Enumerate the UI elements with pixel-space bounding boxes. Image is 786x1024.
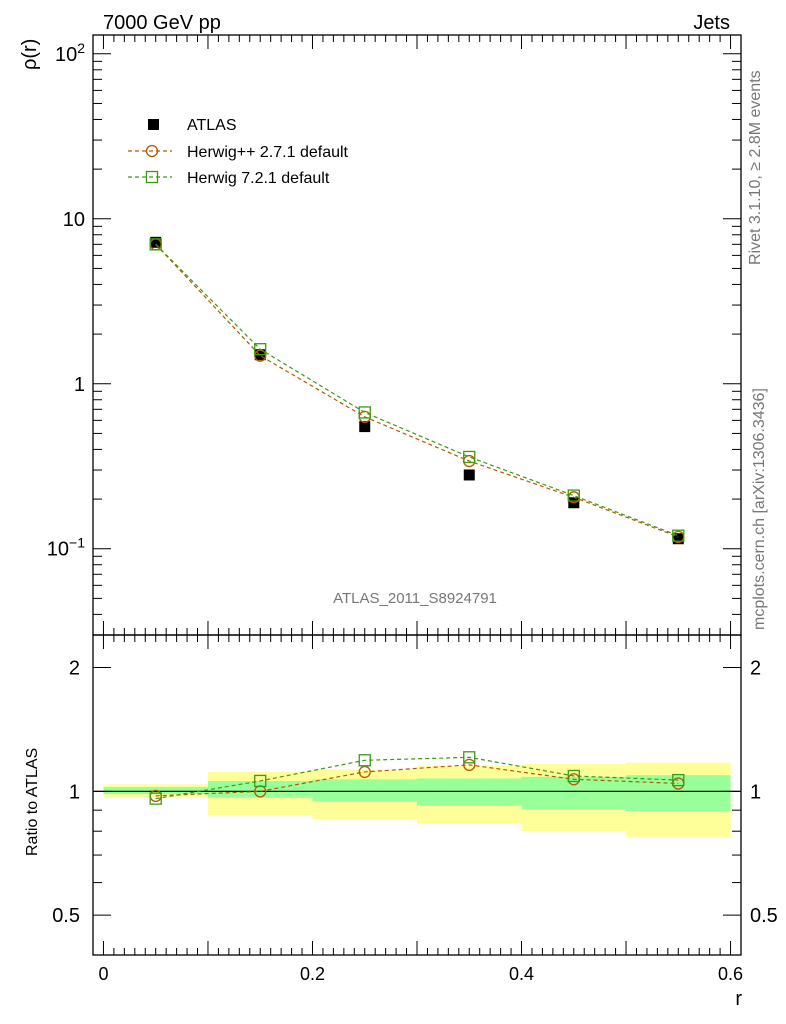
- ratio-y-axis-label: Ratio to ATLAS: [24, 748, 41, 856]
- observable-title: Jets: [693, 12, 730, 34]
- axes: 0 0.2 0.4 0.6 102 10 1 10−1 2 2 1 1 0.5 0.5: [47, 34, 778, 984]
- band-inner-bin: [312, 779, 417, 802]
- ratio-point-herwig7: [463, 751, 476, 764]
- ratio-point-herwigpp: [463, 758, 476, 771]
- main-point-herwig7: [149, 238, 162, 251]
- main-point-atlas: [359, 421, 371, 433]
- analysis-watermark: ATLAS_2011_S8924791: [333, 590, 497, 607]
- main-y-tick-label: 10−1: [47, 535, 85, 561]
- band-inner-bin: [626, 775, 731, 812]
- legend-label-herwig7: Herwig 7.2.1 default: [187, 170, 330, 187]
- main-point-herwig7: [254, 343, 267, 356]
- band-inner-bin: [521, 776, 627, 810]
- main-y-axis-label: ρ(r): [19, 39, 41, 70]
- main-y-tick-label: 1: [74, 374, 85, 396]
- ratio-y-tick-label: 0.5: [52, 905, 80, 927]
- ratio-y-tick-label-right: 2: [750, 658, 761, 680]
- ratio-y-tick-label-right: 1: [750, 781, 761, 803]
- main-point-herwig7: [358, 406, 371, 419]
- x-tick-label: 0: [98, 964, 108, 984]
- legend-marker-atlas: [148, 119, 159, 130]
- ratio-y-tick-label: 2: [69, 658, 80, 680]
- main-line-1: [155, 243, 679, 538]
- ratio-point-herwig7: [672, 773, 685, 787]
- ratio-y-tick-label-right: 0.5: [750, 905, 778, 927]
- ratio-series: [149, 751, 685, 805]
- main-line-2: [155, 243, 679, 537]
- main-y-tick-label: 10: [63, 209, 85, 231]
- legend-label-atlas: ATLAS: [187, 117, 237, 134]
- x-axis-label: r: [735, 988, 742, 1010]
- main-point-atlas: [463, 469, 475, 481]
- legend-label-herwigpp: Herwig++ 2.7.1 default: [187, 144, 349, 161]
- mcplots-reference-label: mcplots.cern.ch [arXiv:1306.3436]: [751, 388, 768, 630]
- main-y-tick-label: 102: [55, 40, 85, 66]
- main-series: [149, 236, 685, 545]
- main-point-herwig7: [567, 489, 580, 502]
- main-point-herwig7: [463, 450, 476, 464]
- main-point-atlas: [150, 236, 162, 248]
- ratio-point-herwig7: [149, 792, 162, 805]
- legend-marker-herwig7: [145, 170, 159, 184]
- process-title: 7000 GeV pp: [103, 12, 221, 34]
- main-point-atlas: [672, 533, 684, 545]
- band-inner-bin: [207, 780, 313, 798]
- main-point-herwigpp: [254, 349, 267, 362]
- ratio-line-0: [155, 764, 679, 797]
- legend: ATLAS Herwig++ 2.7.1 default Herwig 7.2.…: [128, 117, 349, 187]
- ratio-point-herwig7: [567, 769, 580, 783]
- x-tick-label: 0.4: [509, 964, 534, 984]
- legend-marker-herwigpp: [145, 144, 159, 158]
- ratio-point-herwig7: [358, 754, 371, 767]
- ratio-uncertainty-bands: [93, 762, 741, 837]
- rivet-version-label: Rivet 3.1.10, ≥ 2.8M events: [747, 70, 764, 265]
- x-tick-label: 0.2: [300, 964, 325, 984]
- ratio-y-tick-label: 1: [69, 781, 80, 803]
- x-tick-label: 0.6: [718, 964, 743, 984]
- main-point-herwig7: [672, 529, 685, 542]
- ratio-point-herwig7: [254, 774, 267, 788]
